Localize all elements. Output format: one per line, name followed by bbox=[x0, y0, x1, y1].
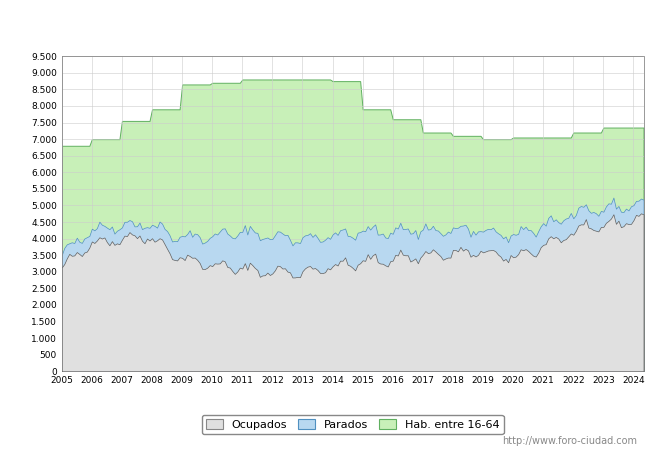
Text: http://www.foro-ciudad.com: http://www.foro-ciudad.com bbox=[502, 436, 637, 446]
Legend: Ocupados, Parados, Hab. entre 16-64: Ocupados, Parados, Hab. entre 16-64 bbox=[202, 414, 504, 434]
Text: Quintanar de la Orden - Evolucion de la poblacion en edad de Trabajar Mayo de 20: Quintanar de la Orden - Evolucion de la … bbox=[73, 17, 577, 30]
